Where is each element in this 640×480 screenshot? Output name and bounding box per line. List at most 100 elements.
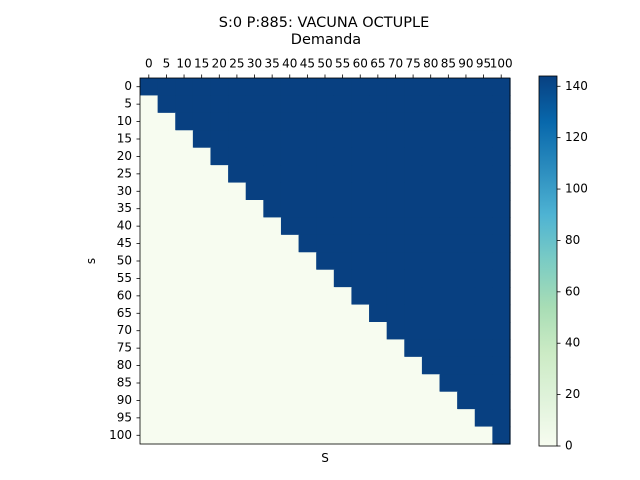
heatmap-cell — [492, 304, 511, 323]
heatmap-cell — [492, 130, 511, 149]
heatmap-cell — [351, 165, 370, 184]
heatmap-cell — [421, 426, 441, 445]
heatmap-cell — [492, 287, 511, 306]
y-tick-label: 50 — [117, 254, 132, 268]
heatmap-cell — [280, 339, 300, 358]
heatmap-cell — [157, 112, 176, 131]
y-tick-label: 30 — [117, 184, 132, 198]
heatmap-cell — [245, 182, 264, 201]
heatmap-cell — [245, 112, 264, 131]
heatmap-cell — [280, 409, 300, 428]
heatmap-cell — [351, 234, 370, 253]
heatmap-cell — [404, 165, 423, 184]
heatmap-cell — [210, 217, 229, 236]
heatmap-cell — [439, 391, 458, 410]
heatmap-cell — [439, 112, 458, 131]
heatmap-cell — [474, 356, 493, 375]
colorbar — [538, 75, 558, 447]
heatmap-cell — [386, 182, 405, 201]
heatmap-cell — [210, 112, 229, 131]
heatmap-cell — [333, 234, 353, 253]
heatmap-cell — [386, 356, 405, 375]
heatmap-cell — [157, 217, 176, 236]
heatmap-cell — [439, 147, 458, 166]
heatmap-cell — [192, 356, 212, 375]
heatmap-cell — [474, 339, 493, 358]
heatmap-cell — [351, 217, 370, 236]
heatmap-cell — [298, 269, 317, 288]
y-tick-label: 75 — [117, 341, 132, 355]
heatmap-cell — [333, 182, 353, 201]
heatmap-cell — [210, 322, 229, 341]
heatmap-cell — [439, 78, 458, 97]
heatmap-cell — [192, 322, 212, 341]
heatmap-cell — [298, 165, 317, 184]
heatmap-cell — [175, 112, 194, 131]
heatmap-cell — [439, 252, 458, 271]
heatmap-cell — [386, 200, 405, 219]
heatmap-cell — [316, 200, 335, 219]
heatmap-cell — [210, 95, 229, 114]
heatmap-cell — [210, 200, 229, 219]
heatmap-cell — [474, 95, 493, 114]
heatmap-cell — [492, 269, 511, 288]
heatmap-cell — [421, 409, 441, 428]
heatmap-cell — [210, 356, 229, 375]
heatmap-cell — [351, 374, 370, 393]
heatmap-cell — [263, 234, 282, 253]
heatmap-cell — [369, 356, 388, 375]
heatmap-cell — [192, 391, 212, 410]
heatmap-cell — [333, 217, 353, 236]
heatmap-cell — [157, 269, 176, 288]
heatmap-cell — [192, 339, 212, 358]
heatmap-cell — [457, 112, 476, 131]
heatmap-cell — [280, 322, 300, 341]
heatmap-cell — [386, 391, 405, 410]
heatmap-cell — [263, 374, 282, 393]
heatmap-cell — [228, 95, 247, 114]
y-tick-label: 70 — [117, 323, 132, 337]
heatmap-cell — [457, 304, 476, 323]
heatmap-cell — [333, 165, 353, 184]
y-tick-label: 15 — [117, 132, 132, 146]
heatmap-cell — [457, 217, 476, 236]
heatmap-cell — [421, 304, 441, 323]
heatmap-cell — [157, 391, 176, 410]
heatmap-cell — [333, 426, 353, 445]
x-tick-label: 50 — [317, 57, 332, 71]
heatmap-cell — [421, 234, 441, 253]
heatmap-cell — [140, 252, 159, 271]
heatmap-cell — [210, 147, 229, 166]
heatmap-cell — [439, 322, 458, 341]
heatmap-cell — [351, 182, 370, 201]
heatmap-cell — [492, 409, 511, 428]
heatmap-cell — [351, 287, 370, 306]
heatmap-cell — [245, 165, 264, 184]
heatmap-cell — [157, 356, 176, 375]
colorbar-tick-label: 120 — [565, 130, 588, 144]
heatmap-cell — [439, 217, 458, 236]
heatmap-cell — [404, 426, 423, 445]
heatmap-cell — [140, 426, 159, 445]
heatmap-cell — [157, 78, 176, 97]
heatmap-cell — [228, 322, 247, 341]
heatmap-cell — [386, 78, 405, 97]
y-tick-label: 95 — [117, 410, 132, 424]
heatmap-cell — [421, 165, 441, 184]
heatmap-cell — [404, 391, 423, 410]
heatmap-cell — [316, 130, 335, 149]
heatmap-cell — [140, 165, 159, 184]
heatmap-cell — [316, 339, 335, 358]
heatmap-cell — [192, 78, 212, 97]
heatmap-cell — [386, 252, 405, 271]
heatmap-cell — [421, 287, 441, 306]
heatmap-cell — [439, 304, 458, 323]
heatmap-cell — [157, 182, 176, 201]
heatmap-cell — [351, 356, 370, 375]
heatmap-cell — [457, 252, 476, 271]
x-tick-label: 70 — [388, 57, 403, 71]
heatmap-cell — [457, 322, 476, 341]
heatmap-cell — [316, 409, 335, 428]
y-tick-label: 65 — [117, 306, 132, 320]
heatmap-cell — [474, 269, 493, 288]
